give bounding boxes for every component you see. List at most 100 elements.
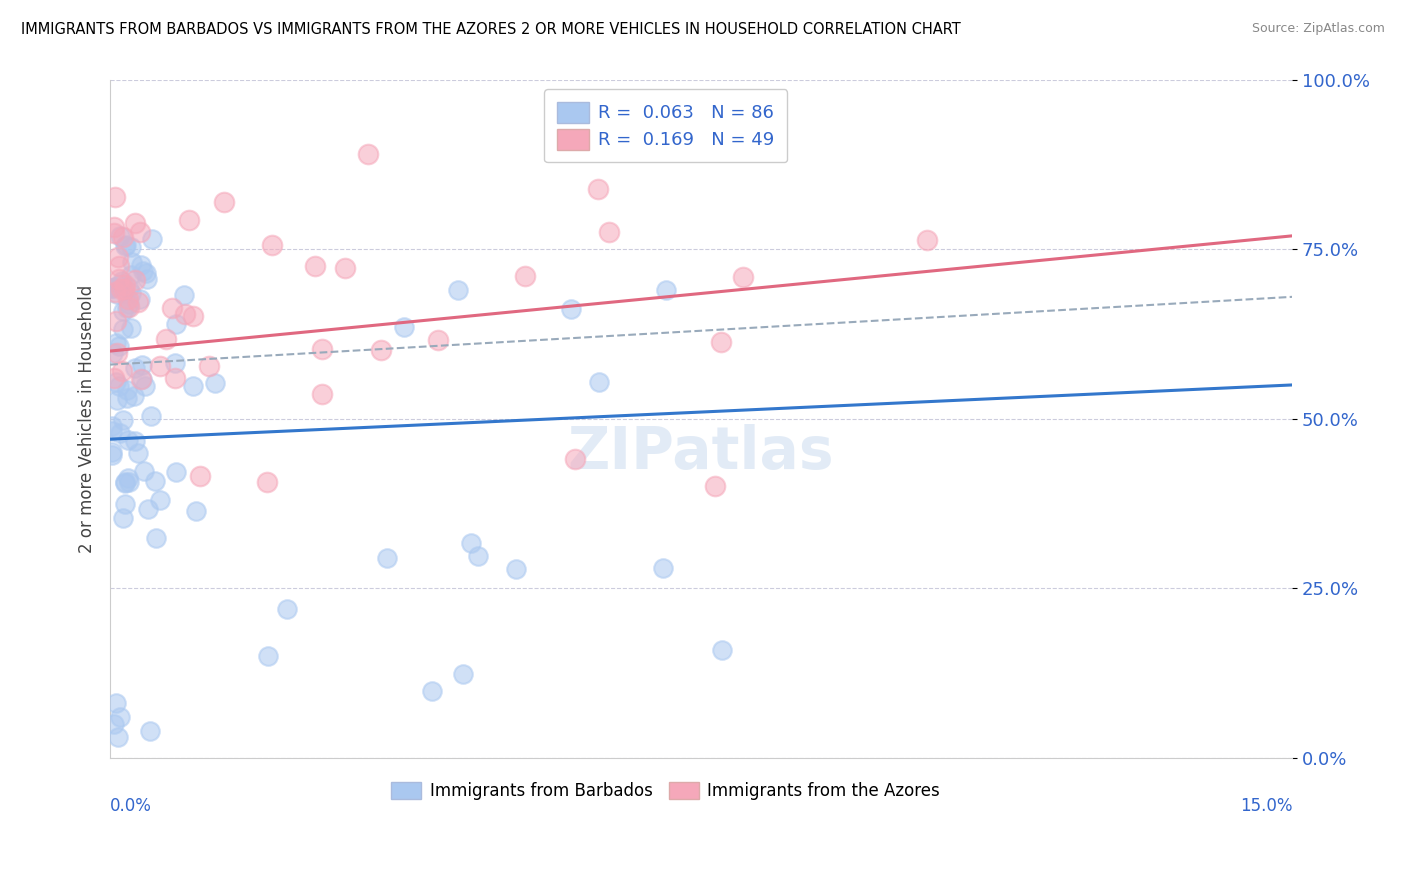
Point — [586, 182, 609, 196]
Point — [184, 503, 207, 517]
Point — [105, 314, 128, 328]
Point — [107, 378, 129, 392]
Text: IMMIGRANTS FROM BARBADOS VS IMMIGRANTS FROM THE AZORES 2 OR MORE VEHICLES IN HOU: IMMIGRANTS FROM BARBADOS VS IMMIGRANTS F… — [21, 22, 960, 37]
Point — [136, 272, 159, 286]
Point — [103, 227, 125, 241]
Point — [111, 274, 134, 288]
Point — [131, 358, 153, 372]
Point — [108, 339, 131, 353]
Point — [162, 301, 184, 316]
Point — [370, 343, 392, 357]
Point — [114, 497, 136, 511]
Point — [101, 424, 124, 438]
Point — [111, 304, 134, 318]
Point — [377, 551, 399, 566]
Point — [311, 386, 333, 401]
Point — [426, 333, 449, 347]
Point — [111, 230, 134, 244]
Point — [179, 213, 201, 227]
Point — [103, 370, 125, 384]
Point — [111, 511, 134, 525]
Point — [120, 321, 142, 335]
Point — [108, 710, 131, 724]
Point — [117, 300, 139, 314]
Point — [149, 493, 172, 508]
Point — [138, 723, 160, 738]
Point — [100, 281, 122, 295]
Point — [105, 346, 128, 360]
Point — [915, 233, 938, 247]
Point — [105, 375, 128, 389]
Point — [165, 465, 187, 479]
Point — [103, 716, 125, 731]
Point — [256, 475, 278, 489]
Point — [101, 346, 124, 360]
Point — [115, 301, 138, 316]
Point — [121, 268, 143, 283]
Point — [356, 146, 378, 161]
Point — [118, 297, 141, 311]
Point — [110, 277, 132, 291]
Point — [124, 434, 146, 448]
Point — [115, 383, 138, 397]
Point — [108, 425, 131, 440]
Point — [304, 260, 326, 274]
Point — [124, 361, 146, 376]
Point — [112, 413, 135, 427]
Text: Source: ZipAtlas.com: Source: ZipAtlas.com — [1251, 22, 1385, 36]
Point — [131, 372, 153, 386]
Point — [103, 220, 125, 235]
Point — [214, 195, 236, 210]
Point — [124, 273, 146, 287]
Legend: Immigrants from Barbados, Immigrants from the Azores: Immigrants from Barbados, Immigrants fro… — [381, 772, 950, 810]
Point — [652, 561, 675, 575]
Point — [117, 433, 139, 447]
Point — [703, 478, 725, 492]
Point — [138, 501, 160, 516]
Point — [155, 332, 177, 346]
Point — [515, 269, 537, 284]
Point — [127, 294, 149, 309]
Point — [105, 697, 128, 711]
Text: ZIPatlas: ZIPatlas — [568, 425, 835, 481]
Point — [420, 684, 443, 698]
Point — [460, 536, 482, 550]
Point — [134, 378, 156, 392]
Point — [107, 251, 129, 265]
Point — [181, 309, 204, 323]
Point — [588, 376, 610, 390]
Point — [710, 334, 733, 349]
Point — [114, 476, 136, 491]
Point — [100, 281, 122, 295]
Point — [145, 531, 167, 545]
Point — [105, 286, 128, 301]
Point — [188, 468, 211, 483]
Point — [129, 258, 152, 272]
Point — [118, 475, 141, 490]
Point — [165, 317, 187, 331]
Point — [204, 376, 226, 390]
Point — [149, 359, 172, 374]
Point — [114, 278, 136, 293]
Point — [114, 282, 136, 296]
Point — [141, 232, 163, 246]
Point — [115, 238, 138, 252]
Point — [110, 229, 132, 244]
Point — [103, 280, 125, 294]
Point — [101, 445, 124, 459]
Text: 15.0%: 15.0% — [1240, 797, 1292, 814]
Point — [110, 282, 132, 296]
Point — [276, 602, 298, 616]
Point — [128, 292, 150, 306]
Point — [135, 266, 157, 280]
Point — [117, 292, 139, 306]
Point — [120, 285, 142, 300]
Point — [711, 642, 734, 657]
Point — [453, 666, 475, 681]
Point — [114, 475, 136, 489]
Point — [129, 372, 152, 386]
Point — [655, 284, 678, 298]
Point — [118, 281, 141, 295]
Point — [560, 301, 582, 316]
Point — [467, 549, 489, 563]
